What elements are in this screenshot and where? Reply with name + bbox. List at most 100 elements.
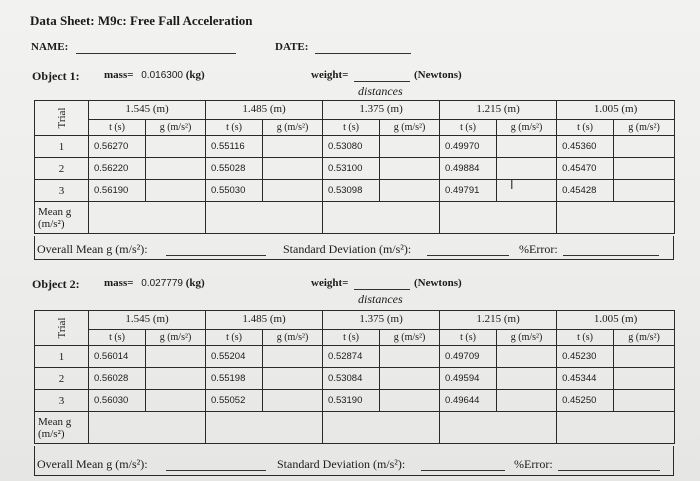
time-cell: 0.45344 xyxy=(556,367,615,390)
g-cell[interactable] xyxy=(379,389,441,412)
g-cell[interactable] xyxy=(144,389,207,412)
t-col-header: t (s) xyxy=(205,118,264,137)
time-cell: 0.55030 xyxy=(205,179,264,202)
mean-g-cell[interactable] xyxy=(87,411,207,444)
g-cell[interactable] xyxy=(144,135,207,158)
g-cell[interactable] xyxy=(379,157,441,180)
table-row: 2 0.56028 0.55198 0.53084 0.49594 0.4534… xyxy=(34,367,676,390)
distance-header: 1.215 (m) xyxy=(439,310,558,330)
time-cell: 0.45428 xyxy=(556,179,615,202)
distance-header: 1.375 (m) xyxy=(322,100,441,120)
object-2-label: Object 2: xyxy=(32,277,80,291)
g-cell[interactable] xyxy=(379,367,441,390)
g-cell[interactable] xyxy=(613,179,676,202)
mean-g-cell[interactable] xyxy=(205,411,324,444)
object-2-weight-label: weight= xyxy=(311,277,349,289)
g-cell[interactable] xyxy=(613,345,676,368)
mean-g-cell[interactable] xyxy=(439,201,558,234)
object-1-mass-prefix: mass= xyxy=(104,69,134,81)
trial-number: 1 xyxy=(34,345,89,368)
time-cell: 0.56190 xyxy=(88,179,146,202)
g-cell[interactable] xyxy=(262,135,324,158)
object-1-error-field[interactable] xyxy=(563,255,659,256)
g-cell[interactable] xyxy=(496,135,558,158)
g-cell[interactable] xyxy=(144,179,207,202)
time-cell: 0.53084 xyxy=(322,367,381,390)
mean-g-cell[interactable] xyxy=(439,411,558,444)
mean-g-cell[interactable] xyxy=(322,411,441,444)
date-label: DATE: xyxy=(275,41,309,53)
g-cell[interactable] xyxy=(262,345,324,368)
object-1-std-dev-field[interactable] xyxy=(427,255,509,256)
t-col-header: t (s) xyxy=(88,118,146,137)
g-col-header: g (m/s²) xyxy=(379,118,441,137)
object-2-std-dev-label: Standard Deviation (m/s²): xyxy=(277,457,406,471)
name-field-line[interactable] xyxy=(76,53,236,54)
object-2-mass: mass= 0.027779 (kg) xyxy=(104,277,205,289)
t-col-header: t (s) xyxy=(88,328,146,347)
g-cell[interactable] xyxy=(496,179,558,202)
g-cell[interactable] xyxy=(496,345,558,368)
object-1-std-dev-label: Standard Deviation (m/s²): xyxy=(283,242,412,256)
object-1-mass: mass= 0.016300 (kg) xyxy=(104,69,205,81)
g-cell[interactable] xyxy=(613,135,676,158)
g-cell[interactable] xyxy=(379,345,441,368)
time-cell: 0.49594 xyxy=(439,367,498,390)
mean-g-cell[interactable] xyxy=(87,201,207,234)
mean-g-cell[interactable] xyxy=(556,411,676,444)
t-col-header: t (s) xyxy=(322,328,381,347)
object-2-overall-mean-field[interactable] xyxy=(166,470,266,471)
trial-header: Trial xyxy=(34,100,89,136)
g-cell[interactable] xyxy=(613,157,676,180)
object-1-error-label: %Error: xyxy=(519,242,558,256)
object-2-mass-value: 0.027779 xyxy=(141,278,183,289)
time-cell: 0.55116 xyxy=(205,135,264,158)
g-cell[interactable] xyxy=(262,367,324,390)
object-2-std-dev-field[interactable] xyxy=(421,470,505,471)
time-cell: 0.56220 xyxy=(88,157,146,180)
g-cell[interactable] xyxy=(613,389,676,412)
object-2-summary-row xyxy=(34,446,674,476)
date-field-line[interactable] xyxy=(315,53,411,54)
table-row: 1 0.56014 0.55204 0.52874 0.49709 0.4523… xyxy=(34,345,676,368)
g-cell[interactable] xyxy=(379,135,441,158)
object-1-weight-field[interactable] xyxy=(354,81,410,82)
g-cell[interactable] xyxy=(262,157,324,180)
g-col-header: g (m/s²) xyxy=(144,328,207,347)
g-col-header: g (m/s²) xyxy=(613,328,676,347)
object-1-weight-unit: (Newtons) xyxy=(414,69,462,81)
g-col-header: g (m/s²) xyxy=(496,328,558,347)
g-cell[interactable] xyxy=(144,157,207,180)
t-col-header: t (s) xyxy=(556,118,615,137)
t-col-header: t (s) xyxy=(439,118,498,137)
time-cell: 0.53080 xyxy=(322,135,381,158)
g-cell[interactable] xyxy=(496,389,558,412)
trial-header: Trial xyxy=(34,310,89,346)
mean-g-cell[interactable] xyxy=(322,201,441,234)
trial-number: 3 xyxy=(34,389,89,412)
object-1-overall-mean-field[interactable] xyxy=(166,255,266,256)
g-cell[interactable] xyxy=(613,367,676,390)
time-cell: 0.56028 xyxy=(88,367,146,390)
table-row: 2 0.56220 0.55028 0.53100 0.49884 0.4547… xyxy=(34,157,676,180)
mean-g-cell[interactable] xyxy=(205,201,324,234)
mean-g-cell[interactable] xyxy=(556,201,676,234)
object-1-summary-row xyxy=(34,236,674,260)
g-cell[interactable] xyxy=(496,367,558,390)
object-1-overall-mean-label: Overall Mean g (m/s²): xyxy=(37,242,148,256)
object-2-weight-field[interactable] xyxy=(354,289,410,290)
trial-number: 1 xyxy=(34,135,89,158)
g-cell[interactable] xyxy=(144,345,207,368)
object-2-error-field[interactable] xyxy=(558,470,660,471)
g-cell[interactable] xyxy=(262,389,324,412)
distance-header: 1.545 (m) xyxy=(87,100,207,120)
g-cell[interactable] xyxy=(496,157,558,180)
time-cell: 0.45360 xyxy=(556,135,615,158)
g-cell[interactable] xyxy=(379,179,441,202)
g-cell[interactable] xyxy=(144,367,207,390)
g-cell[interactable] xyxy=(262,179,324,202)
mean-g-label: Mean g (m/s²) xyxy=(34,411,89,444)
time-cell: 0.55052 xyxy=(205,389,264,412)
object-1-weight-label: weight= xyxy=(311,69,349,81)
